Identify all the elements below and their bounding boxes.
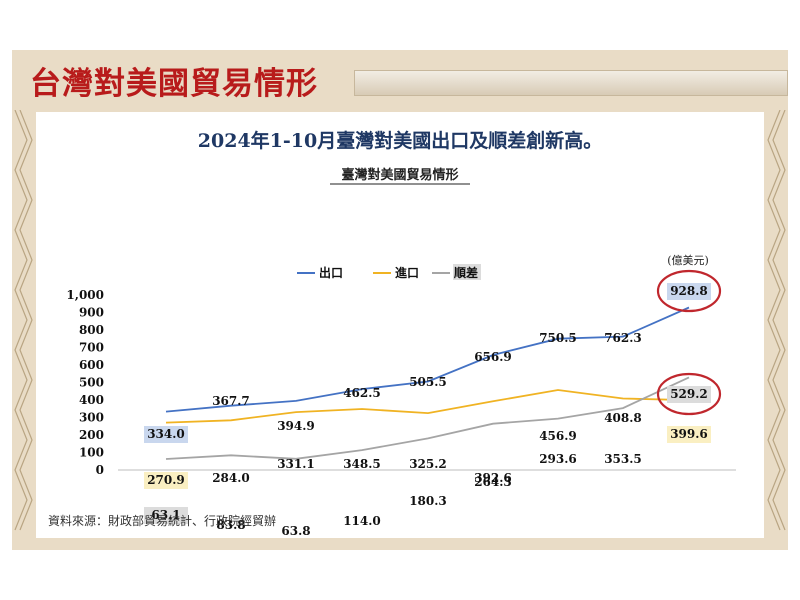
unit-label: (億美元) xyxy=(667,254,709,267)
y-tick-label: 1,000 xyxy=(66,288,104,302)
data-label: 762.3 xyxy=(604,331,642,345)
data-label: 394.9 xyxy=(277,419,315,433)
data-label: 399.6 xyxy=(670,427,708,441)
series-line-0 xyxy=(165,306,690,413)
data-label-box xyxy=(144,507,188,524)
title-decorative-bar xyxy=(354,70,788,96)
right-border-pattern xyxy=(767,109,786,531)
data-label: 505.5 xyxy=(409,375,447,389)
data-label: 264.3 xyxy=(474,475,512,489)
data-label: 331.1 xyxy=(277,457,315,471)
y-tick-label: 200 xyxy=(79,428,104,442)
data-label: 180.3 xyxy=(409,494,447,508)
data-label: 348.5 xyxy=(343,457,381,471)
data-label: 392.6 xyxy=(474,471,512,485)
chart-title: 臺灣對美國貿易情形 xyxy=(341,167,458,183)
headline-text: 2024年1-10月臺灣對美國出口及順差創新高。 xyxy=(197,130,603,152)
y-tick-label: 600 xyxy=(79,358,104,372)
data-label: 456.9 xyxy=(539,429,577,443)
y-tick-label: 800 xyxy=(79,323,104,337)
highlight-circle xyxy=(656,269,722,313)
legend-label-1: 進口 xyxy=(395,265,419,280)
slide-title: 台灣對美國貿易情形 xyxy=(30,66,318,102)
data-label: 656.9 xyxy=(474,350,512,364)
data-label-box xyxy=(667,283,711,300)
data-label: 63.8 xyxy=(281,524,310,538)
data-label: 353.5 xyxy=(604,452,642,466)
y-tick-label: 0 xyxy=(96,463,104,477)
series-line-2 xyxy=(165,376,690,460)
data-label: 462.5 xyxy=(343,386,381,400)
y-tick-label: 100 xyxy=(79,446,104,460)
data-label: 928.8 xyxy=(670,284,708,298)
y-tick-label: 500 xyxy=(79,376,104,390)
y-tick-label: 300 xyxy=(79,411,104,425)
data-label: 63.1 xyxy=(151,508,180,522)
data-label-box xyxy=(667,426,711,443)
data-label: 529.2 xyxy=(670,387,708,401)
data-label: 293.6 xyxy=(539,452,577,466)
legend-label-2: 順差 xyxy=(453,265,478,280)
data-label: 325.2 xyxy=(409,457,447,471)
slide-background: 台灣對美國貿易情形 2024年1-10月臺灣對美國出口及順差創新高。 臺灣對美國… xyxy=(12,50,788,550)
data-label: 408.8 xyxy=(604,411,642,425)
data-label: 270.9 xyxy=(147,473,185,487)
right-decorative-border xyxy=(766,109,788,536)
content-panel: 2024年1-10月臺灣對美國出口及順差創新高。 臺灣對美國貿易情形 (億美元) 出… xyxy=(36,112,764,538)
y-tick-label: 900 xyxy=(79,306,104,320)
data-label-box xyxy=(667,386,711,403)
data-label: 83.8 xyxy=(216,518,245,532)
data-label: 284.0 xyxy=(212,471,250,485)
highlight-circle xyxy=(656,372,722,416)
trade-line-chart: 臺灣對美國貿易情形 (億美元) 出口 進口 順差 0 100 200 300 400 500 600 7… xyxy=(66,167,736,538)
legend-label-0: 出口 xyxy=(319,265,343,280)
legend-label-box-2 xyxy=(453,264,481,280)
data-label-box xyxy=(144,426,188,443)
series-line-1 xyxy=(165,389,690,424)
y-tick-label: 700 xyxy=(79,341,104,355)
left-border-pattern xyxy=(14,109,33,531)
y-tick-label: 400 xyxy=(79,393,104,407)
left-decorative-border xyxy=(12,109,34,536)
data-label: 367.7 xyxy=(212,394,250,408)
data-label: 114.0 xyxy=(343,514,381,528)
source-note: 資料來源：財政部貿易統計、行政院經貿辦 xyxy=(48,514,277,528)
data-label: 750.5 xyxy=(539,331,577,345)
data-label: 334.0 xyxy=(147,427,185,441)
data-label-box xyxy=(144,472,188,489)
